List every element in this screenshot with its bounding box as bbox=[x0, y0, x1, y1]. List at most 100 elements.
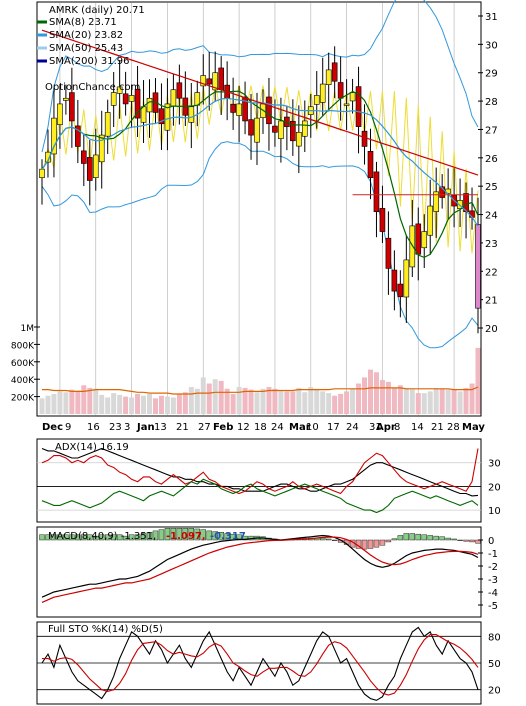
date-tick-label: 17 bbox=[327, 422, 340, 433]
macd-histogram-bar bbox=[427, 535, 433, 541]
volume-bar bbox=[206, 383, 212, 414]
candle-body bbox=[230, 103, 236, 113]
volume-tick-label: 1M bbox=[21, 324, 35, 334]
candle-body bbox=[296, 131, 302, 147]
date-tick-label: Feb bbox=[213, 422, 233, 433]
candle-body bbox=[45, 151, 51, 163]
macd-histogram-bar bbox=[194, 528, 200, 541]
volume-bar bbox=[362, 377, 368, 414]
macd-series-line bbox=[41, 534, 479, 598]
macd-histogram-bar bbox=[81, 534, 87, 541]
date-tick-label: Apr bbox=[376, 422, 396, 433]
volume-tick-label: 800K bbox=[11, 341, 35, 351]
candle-body bbox=[373, 171, 380, 213]
macd-histogram-bar bbox=[57, 534, 63, 541]
volume-bar bbox=[457, 391, 463, 414]
price-tick-label: 30 bbox=[485, 40, 498, 51]
adx-tick-label: 30 bbox=[488, 459, 501, 470]
candle-body bbox=[134, 88, 141, 119]
candle-body bbox=[248, 119, 254, 136]
candle-body bbox=[176, 82, 183, 99]
price-panel: 31 30 29 28 27 26 25 24 23 22 21 20 AMRK (daily) 20… bbox=[36, 0, 498, 417]
volume-bar bbox=[439, 388, 445, 414]
date-tick-label: 8 bbox=[394, 422, 400, 433]
candle-body bbox=[343, 103, 350, 106]
volume-bar bbox=[403, 387, 409, 414]
macd-histogram-bar bbox=[331, 539, 338, 542]
volume-bar bbox=[57, 391, 63, 414]
volume-bar bbox=[99, 394, 105, 414]
volume-bar bbox=[63, 392, 69, 414]
adx-series-line bbox=[41, 448, 479, 495]
candle-body bbox=[301, 120, 308, 137]
date-tick-label: 31 bbox=[369, 422, 382, 433]
candle-body bbox=[206, 78, 213, 85]
candle-body bbox=[421, 231, 428, 249]
candle-body bbox=[415, 223, 422, 255]
stochastic-series-line bbox=[41, 626, 479, 701]
macd-histogram-bar bbox=[361, 539, 368, 550]
macd-panel: 0 -1 -2 -3 -4 -5 MACD(8,40,9) -1.351, -1.097,… bbox=[36, 526, 498, 618]
volume-bar bbox=[338, 393, 344, 414]
date-tick-label: 24 bbox=[346, 422, 359, 433]
volume-bar bbox=[475, 347, 481, 414]
macd-histogram-bar bbox=[469, 539, 475, 543]
date-tick-label: Mar bbox=[289, 422, 311, 433]
volume-bar bbox=[117, 394, 123, 414]
candle-body bbox=[110, 92, 117, 106]
legend-label: SMA(200) 31.96 bbox=[49, 56, 130, 67]
macd-histogram-bar bbox=[176, 528, 183, 541]
date-tick-label: 27 bbox=[198, 422, 211, 433]
volume-bar bbox=[170, 397, 176, 414]
candle-body bbox=[475, 224, 481, 309]
volume-bar bbox=[445, 389, 451, 414]
price-tick-label: 27 bbox=[485, 125, 498, 136]
macd-histogram-bar bbox=[134, 534, 141, 541]
adx-series-line bbox=[41, 478, 479, 514]
macd-histogram-bar bbox=[51, 534, 57, 541]
volume-bar bbox=[164, 396, 170, 414]
volume-bar bbox=[69, 389, 75, 414]
volume-bar bbox=[111, 393, 117, 414]
macd-histogram-bar bbox=[439, 536, 445, 541]
macd-histogram-bar bbox=[373, 539, 380, 548]
macd-histogram-bar bbox=[104, 534, 111, 541]
macd-signal-value: -1.097, bbox=[166, 531, 206, 542]
candle-body bbox=[236, 103, 242, 116]
stochastic-legend: Full STO %K(14) %D(5) bbox=[48, 624, 163, 635]
candle-body bbox=[397, 283, 404, 298]
volume-bar bbox=[266, 387, 272, 414]
price-tick-label: 26 bbox=[485, 154, 498, 165]
macd-histogram-bar bbox=[99, 534, 105, 541]
candle-body bbox=[457, 200, 463, 209]
volume-bar bbox=[296, 387, 302, 414]
candle-body bbox=[337, 82, 344, 99]
macd-tick-label: 0 bbox=[488, 536, 494, 547]
candle-body bbox=[325, 69, 332, 85]
volume-bar bbox=[242, 387, 248, 414]
candle-body bbox=[290, 120, 296, 142]
macd-histogram-bar bbox=[457, 539, 463, 542]
date-tick-label: 9 bbox=[65, 422, 71, 433]
candle-body bbox=[439, 186, 445, 198]
macd-histogram-bar bbox=[39, 534, 45, 541]
macd-histogram-bar bbox=[63, 534, 69, 541]
macd-legend: MACD(8,40,9) -1.351, bbox=[48, 531, 156, 542]
volume-bar bbox=[182, 392, 188, 414]
watermark-text: OptionChance.com bbox=[45, 82, 140, 93]
price-tick-label: 21 bbox=[485, 296, 498, 307]
candle-body bbox=[51, 117, 57, 155]
candle-body bbox=[218, 67, 224, 91]
volume-bar bbox=[81, 385, 87, 414]
legend-label: SMA(8) 23.71 bbox=[49, 17, 117, 28]
volume-tick-label: 600K bbox=[11, 359, 35, 369]
macd-histogram-bar bbox=[110, 534, 117, 541]
volume-bar bbox=[230, 393, 236, 414]
macd-histogram-bar bbox=[325, 538, 332, 541]
candle-body bbox=[92, 154, 99, 178]
sma-8-line bbox=[41, 90, 479, 259]
macd-tick-label: -2 bbox=[488, 562, 498, 573]
macd-histogram-bar bbox=[182, 528, 189, 541]
